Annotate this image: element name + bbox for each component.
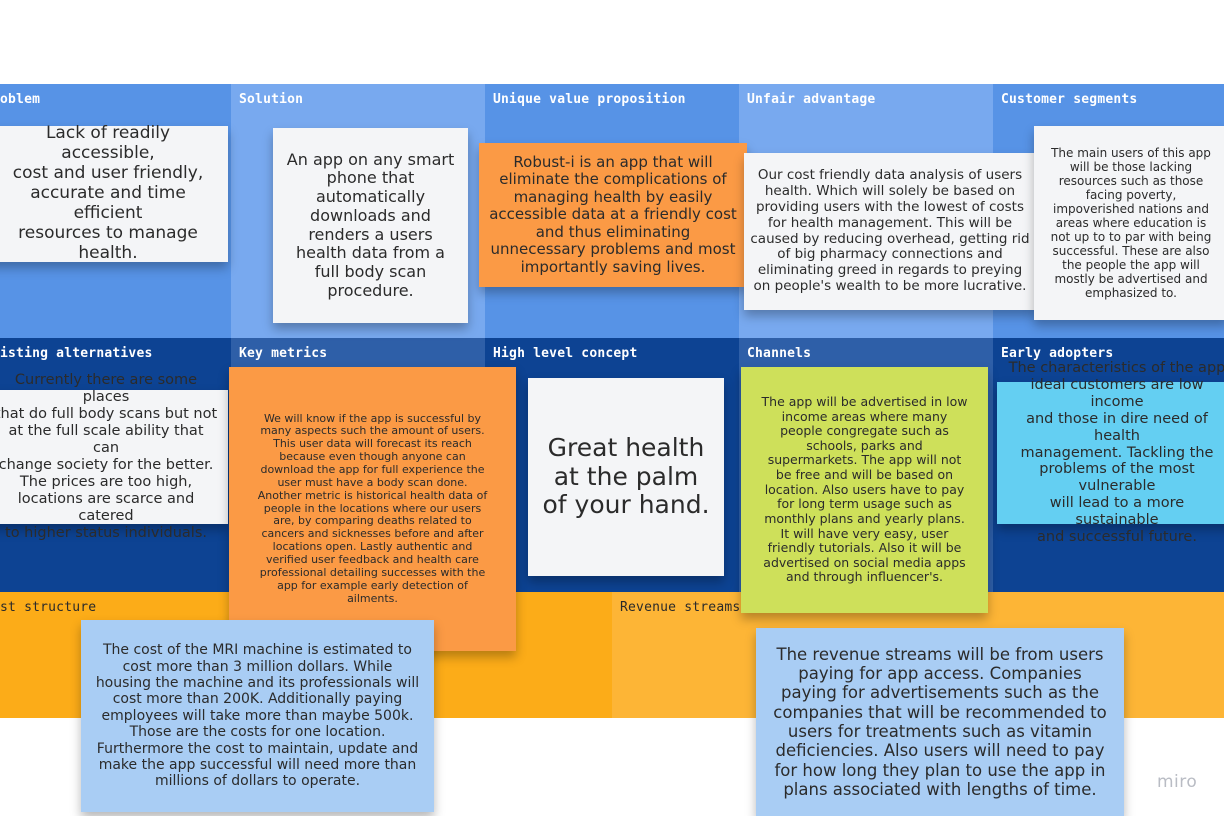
alternatives-header: isting alternatives: [0, 346, 153, 361]
uvp-note[interactable]: Robust-i is an app that will eliminate t…: [479, 143, 747, 287]
miro-logo: miro: [1157, 772, 1197, 792]
concept-note[interactable]: Great health at the palm of your hand.: [528, 378, 724, 576]
key-metrics-note[interactable]: We will know if the app is successful by…: [229, 367, 516, 651]
early-adopters-header: Early adopters: [1001, 346, 1113, 361]
customer-segments-header: Customer segments: [1001, 92, 1137, 107]
cost-structure-note[interactable]: The cost of the MRI machine is estimated…: [81, 620, 434, 812]
cost-structure-header: st structure: [0, 600, 96, 615]
early-adopters-note[interactable]: The characteristics of the app ideal cus…: [997, 382, 1224, 524]
unfair-advantage-header: Unfair advantage: [747, 92, 875, 107]
alternatives-note[interactable]: Currently there are some places that do …: [0, 390, 228, 524]
revenue-streams-header: Revenue streams: [620, 600, 740, 615]
unfair-advantage-note[interactable]: Our cost friendly data analysis of users…: [744, 153, 1036, 310]
customer-segments-note[interactable]: The main users of this app will be those…: [1034, 126, 1224, 320]
channels-header: Channels: [747, 346, 811, 361]
problem-note[interactable]: Lack of readily accessible, cost and use…: [0, 126, 228, 262]
uvp-header: Unique value proposition: [493, 92, 686, 107]
solution-header: Solution: [239, 92, 303, 107]
solution-note[interactable]: An app on any smart phone that automatic…: [273, 128, 468, 323]
key-metrics-header: Key metrics: [239, 346, 327, 361]
channels-note[interactable]: The app will be advertised in low income…: [741, 367, 988, 613]
revenue-streams-note[interactable]: The revenue streams will be from users p…: [756, 628, 1124, 816]
concept-header: High level concept: [493, 346, 637, 361]
problem-header: oblem: [0, 92, 40, 107]
